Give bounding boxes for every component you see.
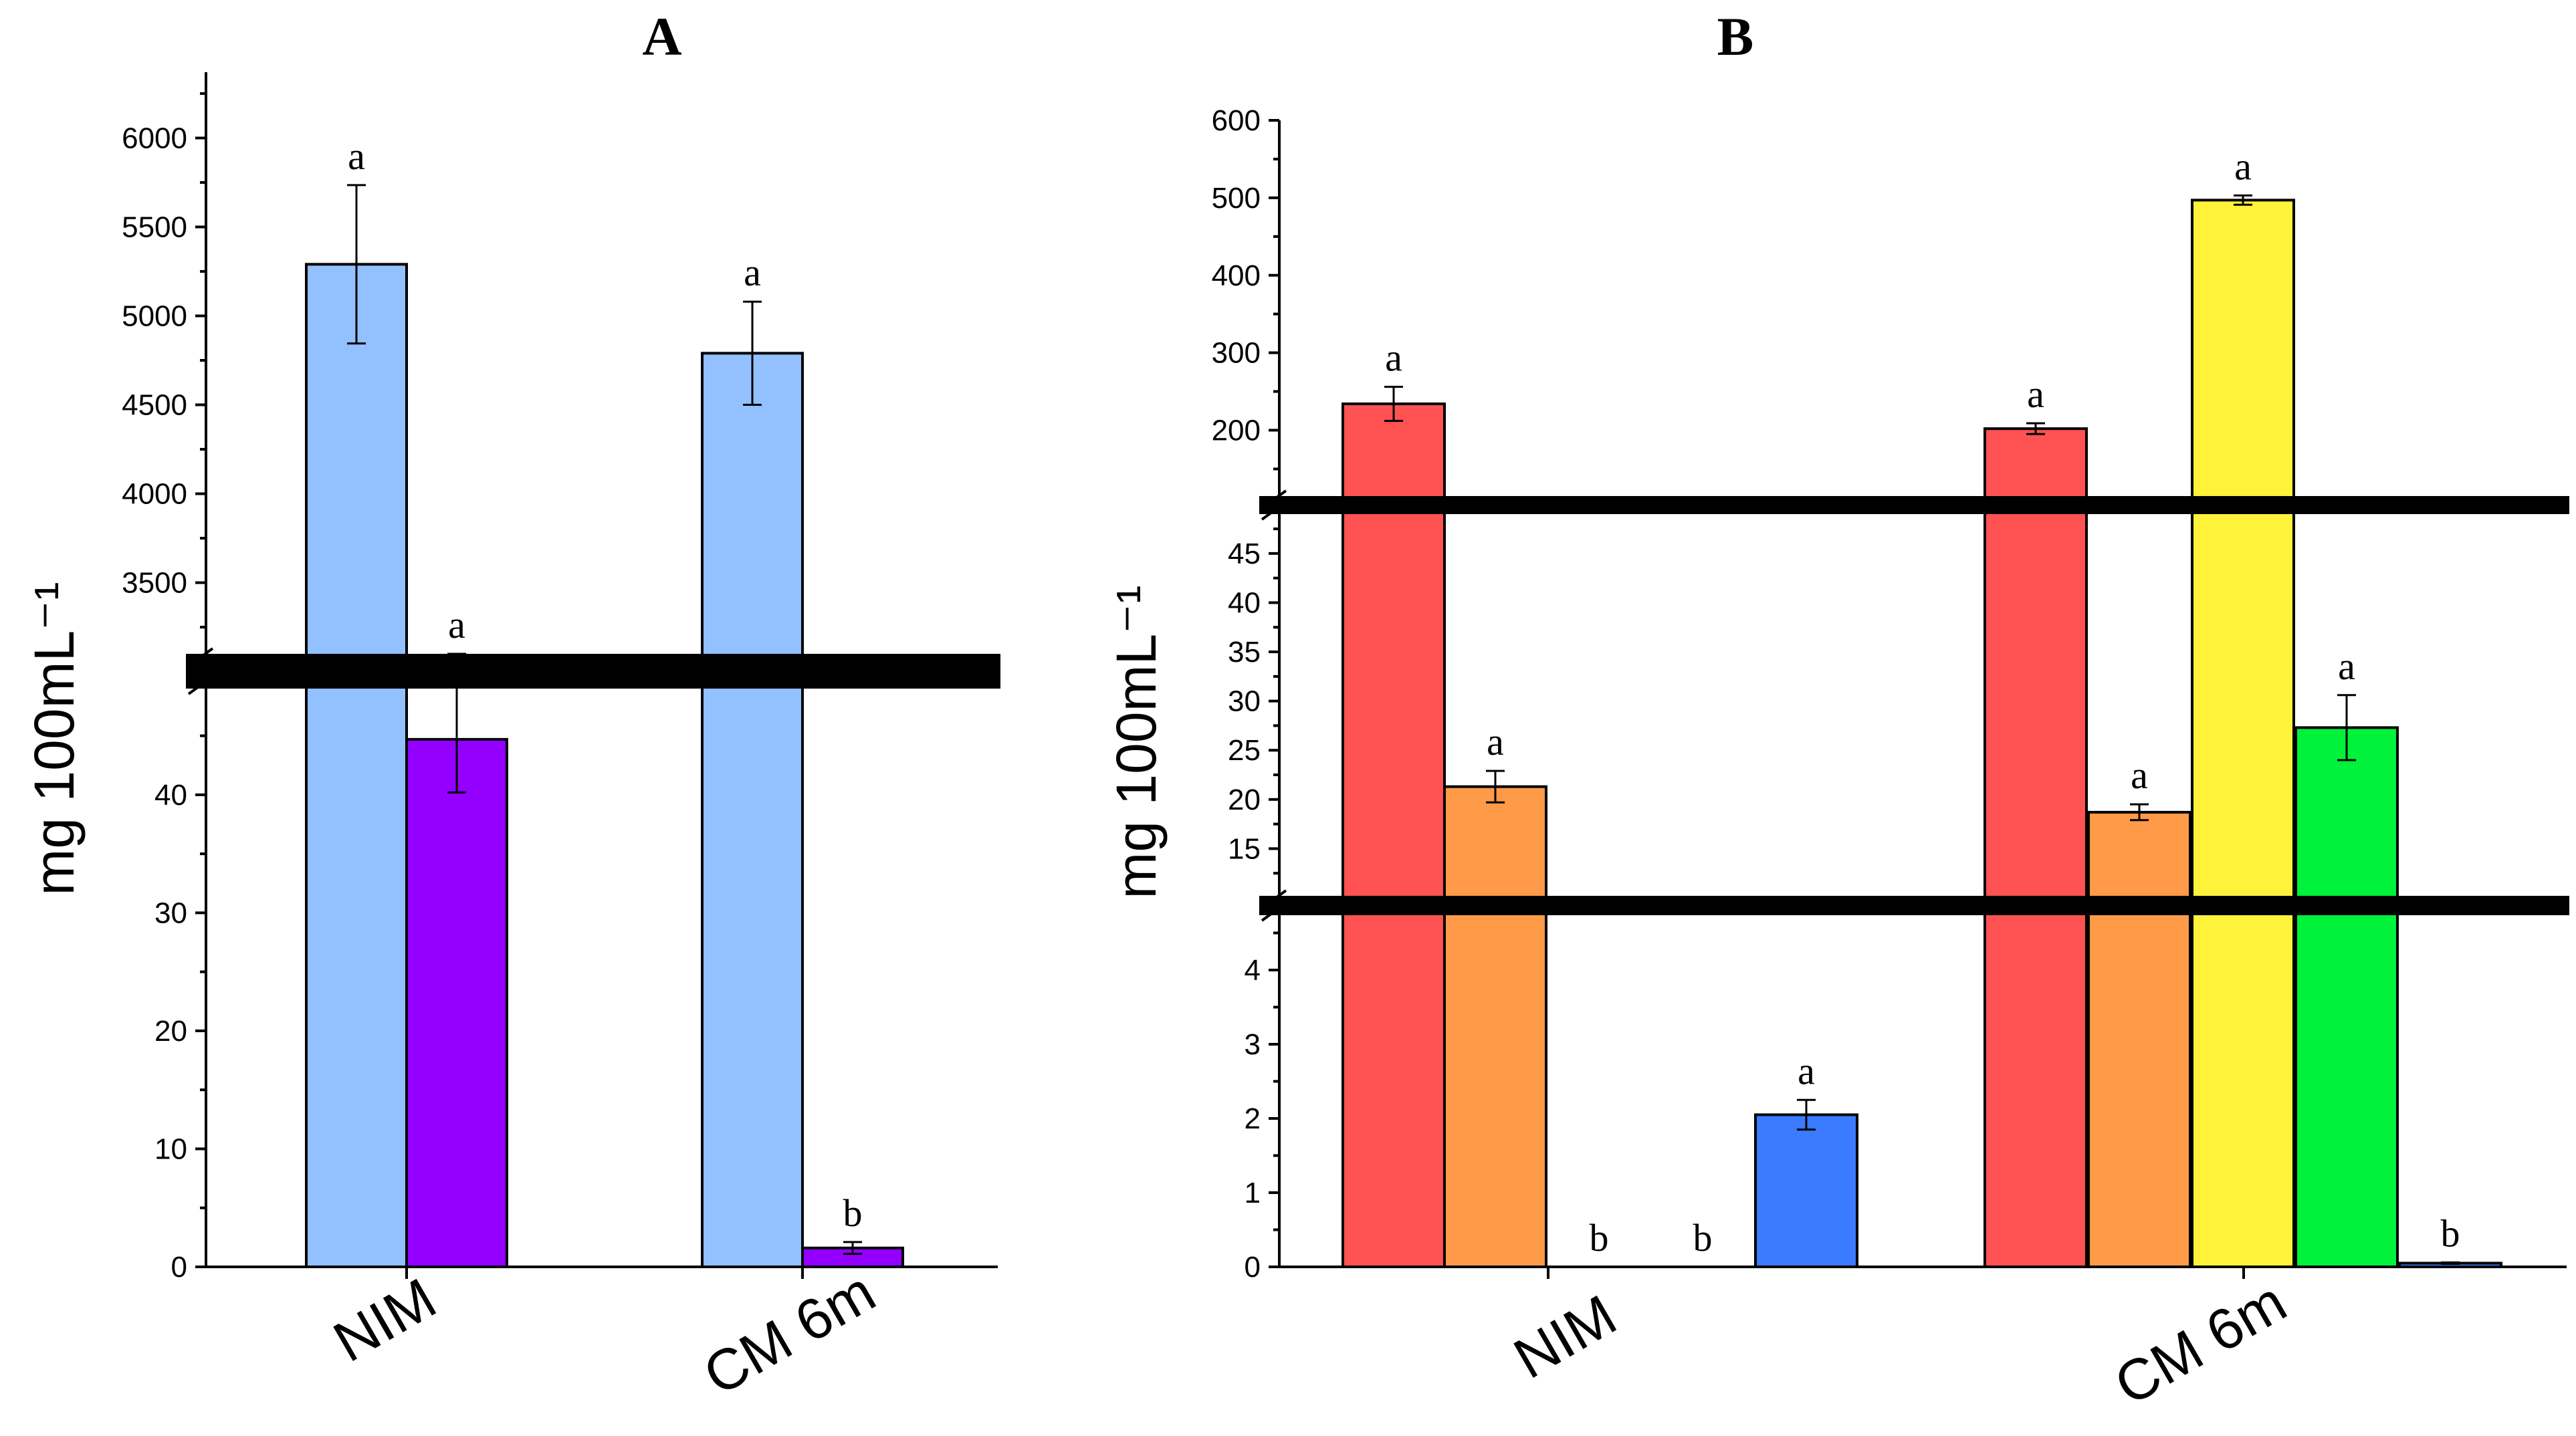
- panel-b-y-tick-label: 30: [1228, 685, 1261, 718]
- panel-b-y-tick-label: 0: [1245, 1251, 1261, 1284]
- panel-a-sig-letter-s2-cm6m: b: [843, 1191, 863, 1235]
- panel-b-y-tick-label: 300: [1212, 337, 1261, 370]
- panel-b-y-tick-label: 2: [1245, 1102, 1261, 1135]
- panel-b-sig-letter-s4-cm6m: a: [2338, 644, 2355, 688]
- panel-b-errorbar-s5-nim: [1797, 1098, 1816, 1131]
- panel-a-y-tick-label: 10: [154, 1132, 187, 1165]
- panel-a-y-tick-label: 5500: [122, 211, 187, 243]
- panel-a-errorbar-s1-cm6m: [743, 300, 762, 406]
- panel-a-y-tick-label: 4500: [122, 389, 187, 422]
- panel-a-sig-letter-s2-nim: a: [448, 603, 465, 646]
- panel-a-y-tick-label: 20: [154, 1015, 187, 1048]
- panel-b-y-tick-label: 500: [1212, 182, 1261, 215]
- panel-a-y-tick-label: 5000: [122, 300, 187, 332]
- panel-a-y-tick-label: 0: [171, 1251, 187, 1284]
- panel-b-y-tick-label: 600: [1212, 104, 1261, 137]
- panel-b-errorbar-s1-cm6m: [2026, 422, 2045, 435]
- panel-b-y-tick-label: 35: [1228, 636, 1261, 669]
- panel-b-errorbar-s3-cm6m: [2234, 194, 2252, 206]
- panel-b-bar-s1-cm6m: [1983, 427, 2088, 1268]
- panel-a-y-tick-label: 6000: [122, 122, 187, 154]
- panel-b-axis-break-gap-2: [1259, 496, 2569, 514]
- panel-a-y-tick-label: 40: [154, 779, 187, 812]
- panel-a-category-label-nim: NIM: [323, 1266, 447, 1374]
- panel-b-bar-s2-cm6m: [2087, 810, 2191, 1268]
- panel-b-bar-s2-nim: [1443, 785, 1547, 1268]
- panel-b-errorbar-s5-cm6m: [2441, 1261, 2460, 1266]
- panel-a-bar-s1-nim: [305, 263, 408, 1268]
- panel-b-y-tick-label: 1: [1245, 1177, 1261, 1209]
- panel-b-sig-letter-s5-nim: a: [1798, 1049, 1815, 1092]
- panel-a-bar-s1-cm6m: [701, 352, 804, 1269]
- panel-b-errorbar-s2-nim: [1486, 769, 1505, 804]
- panel-b-y-tick-label: 15: [1228, 832, 1261, 865]
- panel-b-category-label-cm6m: CM 6m: [2105, 1270, 2297, 1418]
- panel-b-y-axis-title: mg 100mL⁻¹: [1105, 585, 1168, 899]
- panel-a-sig-letter-s1-cm6m: a: [744, 251, 761, 294]
- panel-a-sig-letter-s1-nim: a: [348, 134, 365, 178]
- panel-b-y-tick-label: 45: [1228, 537, 1261, 570]
- panel-b-y-tick-label: 25: [1228, 734, 1261, 767]
- panel-b-sig-letter-s1-cm6m: a: [2027, 372, 2044, 416]
- panel-b-y-tick-label: 400: [1212, 259, 1261, 292]
- panel-b-y-tick-label: 20: [1228, 784, 1261, 816]
- panel-b-errorbar-s2-cm6m: [2130, 803, 2149, 822]
- panel-b-category-label-nim: NIM: [1503, 1283, 1627, 1391]
- panel-a-y-tick-label: 3500: [122, 567, 187, 600]
- panel-b-y-tick-label: 3: [1245, 1028, 1261, 1061]
- panel-b-sig-letter-s2-nim: a: [1487, 720, 1504, 763]
- panel-b-bar-s4-cm6m: [2294, 726, 2399, 1268]
- panel-b-errorbar-s1-nim: [1384, 386, 1403, 423]
- panel-b-sig-letter-s2-cm6m: a: [2131, 753, 2148, 797]
- panel-b-y-tick-label: 200: [1212, 414, 1261, 447]
- panel-a-category-label-cm6m: CM 6m: [693, 1260, 886, 1408]
- panel-b-sig-letter-s4-nim: b: [1693, 1216, 1713, 1260]
- panel-b-bar-s5-nim: [1754, 1113, 1858, 1268]
- panel-a-axis-break-gap-1: [186, 654, 1000, 689]
- panel-b-sig-letter-s1-nim: a: [1385, 336, 1402, 380]
- panel-a-y-tick-label: 4000: [122, 478, 187, 511]
- panel-a-bar-s2-nim: [405, 737, 508, 1269]
- panel-b-title: B: [1717, 6, 1754, 67]
- panel-a-errorbar-s1-nim: [347, 184, 366, 345]
- panel-b-sig-letter-s3-nim: b: [1590, 1216, 1609, 1260]
- panel-a-errorbar-s2-cm6m: [843, 1241, 862, 1255]
- panel-b-bar-s3-cm6m: [2191, 199, 2295, 1269]
- panel-b-chart: B mg 100mL⁻¹ a a a a b a b a a b 0 1 2 3 4 15 20 25 30 35 4…: [1105, 6, 2569, 1418]
- panel-a-y-tick-label: 30: [154, 896, 187, 929]
- panel-b-y-tick-label: 40: [1228, 586, 1261, 619]
- panel-b-sig-letter-s3-cm6m: a: [2234, 144, 2252, 188]
- panel-a-chart: A mg 100mL⁻¹ a a a b 0 10 20 30 40 3500 4000 4500 5…: [23, 6, 1000, 1408]
- panel-b-sig-letter-s5-cm6m: b: [2441, 1211, 2460, 1255]
- panel-a-title: A: [642, 6, 681, 67]
- panel-b-bar-s1-nim: [1341, 402, 1446, 1269]
- panel-b-errorbar-s4-cm6m: [2337, 694, 2356, 761]
- panel-b-y-tick-label: 4: [1245, 954, 1261, 987]
- panel-b-axis-break-gap-1: [1259, 896, 2569, 915]
- panel-a-y-axis-title: mg 100mL⁻¹: [23, 582, 86, 895]
